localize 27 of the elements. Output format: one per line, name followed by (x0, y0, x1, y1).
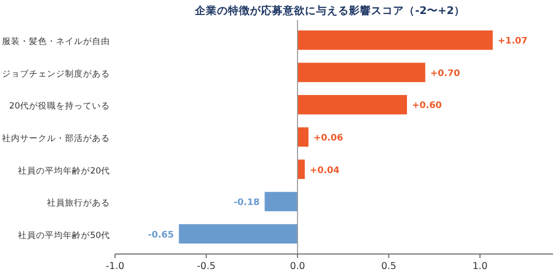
bar (298, 160, 305, 179)
y-tick-label: 社内サークル・部活がある (2, 133, 110, 144)
bar (298, 30, 493, 50)
x-tick-label: -0.5 (196, 261, 216, 272)
data-label: -0.65 (148, 230, 174, 240)
y-tick-label: ジョブチェンジ制度がある (2, 68, 110, 80)
data-label: +0.04 (310, 166, 340, 176)
y-tick-label: 20代が役職を持っている (9, 100, 110, 112)
x-tick-label: 0.5 (381, 261, 396, 272)
y-tick-label: 服装・髪色・ネイルが自由 (2, 36, 110, 48)
data-label: +0.60 (412, 101, 442, 112)
bar (178, 224, 298, 244)
x-tick-label: 0.0 (290, 261, 306, 272)
bar (264, 192, 298, 212)
data-label: -0.18 (234, 198, 260, 208)
y-tick-label: 社員の平均年齢が20代 (18, 165, 110, 176)
x-tick-label: 1.0 (472, 261, 488, 272)
bar (298, 127, 308, 147)
data-label: +0.06 (313, 134, 344, 144)
y-tick-label: 社員の平均年齢が50代 (18, 230, 110, 241)
data-label: +1.07 (498, 36, 528, 47)
bar (298, 62, 426, 82)
y-tick-label: 社員旅行がある (47, 198, 110, 209)
x-tick-label: -1.0 (106, 261, 124, 272)
chart-title: 企業の特徴が応募意欲に与える影響スコア（-2〜+2） (194, 4, 465, 17)
data-label: +0.70 (430, 68, 460, 79)
bar (298, 95, 407, 114)
